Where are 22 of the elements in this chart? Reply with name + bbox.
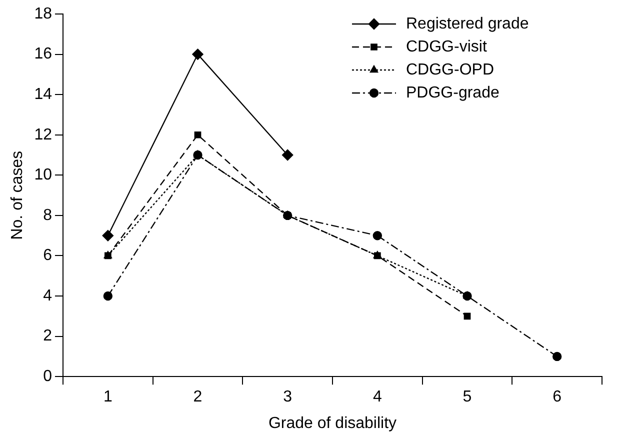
y-tick-label: 8 <box>43 206 52 224</box>
y-tick-label: 16 <box>34 46 52 63</box>
legend-label: PDGG-grade <box>406 84 500 102</box>
y-tick-label: 6 <box>43 247 52 264</box>
x-tick-label: 3 <box>283 388 292 406</box>
x-tick-label: 2 <box>193 388 202 406</box>
y-tick-label: 10 <box>34 166 52 184</box>
y-tick-label: 0 <box>43 368 52 386</box>
y-tick-label: 18 <box>34 5 52 22</box>
y-tick-label: 12 <box>34 126 52 144</box>
y-axis-title: No. of cases <box>9 150 26 240</box>
x-axis-title: Grade of disability <box>268 414 397 432</box>
x-tick-label: 1 <box>103 388 112 406</box>
y-tick-label: 4 <box>43 287 52 304</box>
x-tick-label: 5 <box>462 388 472 406</box>
x-tick-label: 4 <box>372 388 382 406</box>
legend-label: Registered grade <box>406 15 529 32</box>
legend-label: CDGG-OPD <box>406 61 494 78</box>
y-tick-label: 2 <box>43 328 52 345</box>
legend-label: CDGG-visit <box>406 38 488 56</box>
x-tick-label: 6 <box>552 388 562 406</box>
y-tick-label: 14 <box>34 86 52 103</box>
